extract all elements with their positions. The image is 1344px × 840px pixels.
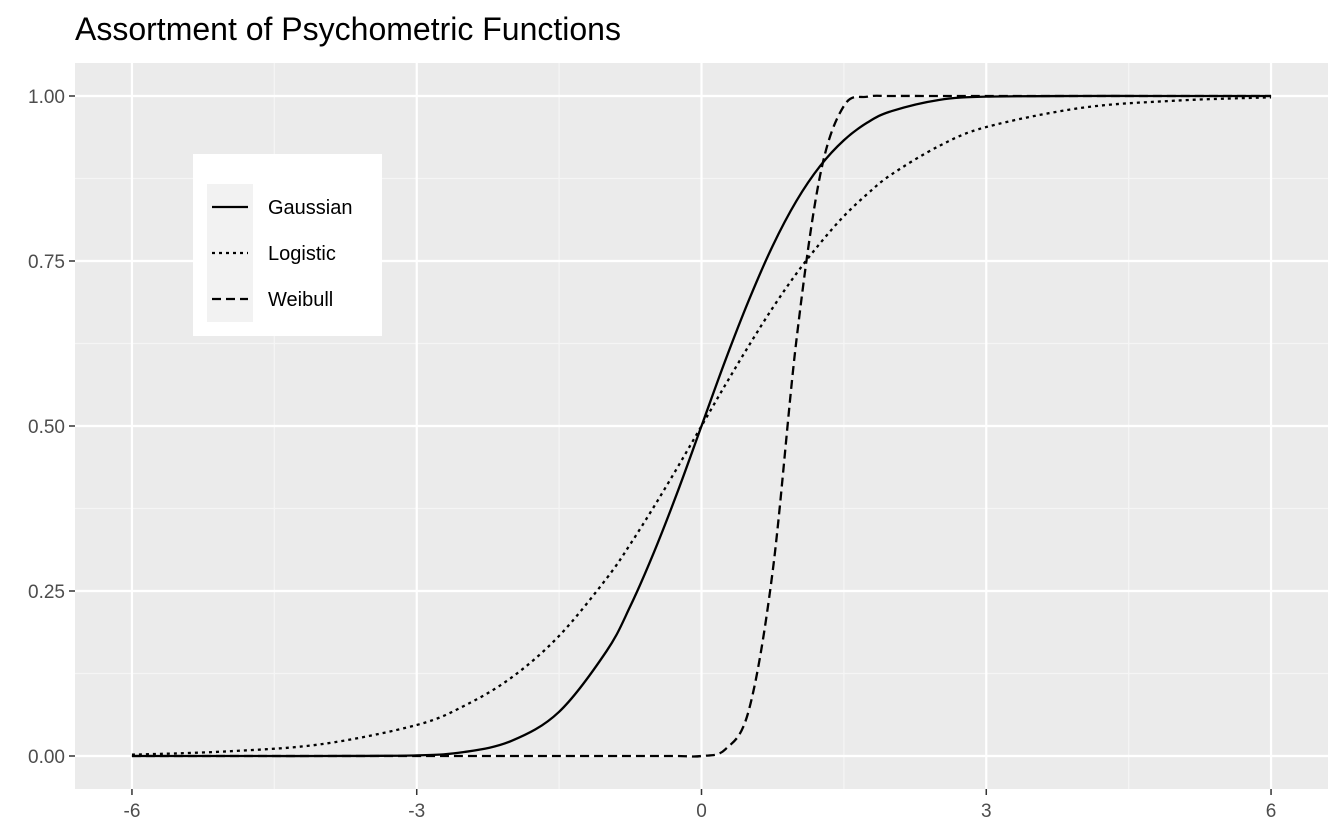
y-tick-label: 1.00	[28, 87, 65, 108]
chart-title: Assortment of Psychometric Functions	[75, 11, 621, 47]
y-axis: 0.00 0.25 0.50 0.75 1.00	[28, 87, 75, 768]
y-tick-label: 0.00	[28, 747, 65, 768]
x-axis: -6 -3 0 3 6	[124, 789, 1277, 822]
legend-label-weibull: Weibull	[268, 289, 333, 311]
y-tick-label: 0.75	[28, 252, 65, 273]
legend-label-logistic: Logistic	[268, 243, 336, 265]
x-tick-label: 3	[981, 801, 992, 822]
x-tick-label: -3	[408, 801, 425, 822]
series-line-gaussian	[131, 94, 1272, 758]
x-tick-label: 0	[696, 801, 707, 822]
y-tick-label: 0.50	[28, 417, 65, 438]
legend-label-gaussian: Gaussian	[268, 197, 353, 219]
series-lines	[131, 94, 1272, 758]
y-tick-label: 0.25	[28, 582, 65, 603]
series-line-logistic	[131, 96, 1272, 756]
legend: Gaussian Logistic Weibull	[193, 154, 382, 336]
x-tick-label: -6	[124, 801, 141, 822]
x-tick-label: 6	[1266, 801, 1277, 822]
